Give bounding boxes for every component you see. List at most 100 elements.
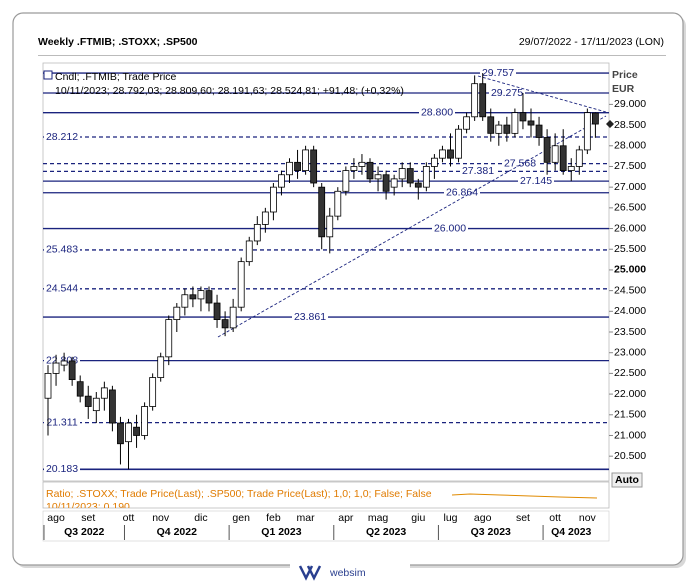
level-label: 20.183 bbox=[46, 463, 78, 475]
y-axis-unit: EUR bbox=[612, 83, 635, 95]
candle-body bbox=[125, 422, 132, 443]
candle-body bbox=[463, 116, 471, 130]
level-label: 27.381 bbox=[462, 165, 494, 177]
candle-body bbox=[173, 306, 181, 320]
y-tick-label: 25.500 bbox=[614, 243, 646, 255]
candle-body bbox=[149, 377, 157, 407]
candle-body bbox=[181, 294, 189, 308]
x-tick-label: set bbox=[81, 512, 95, 524]
level-label: 26.000 bbox=[434, 222, 466, 234]
x-axis bbox=[42, 510, 610, 542]
quarter-label: Q3 2023 bbox=[471, 526, 511, 538]
candle-body bbox=[575, 149, 583, 167]
candle-body bbox=[567, 166, 575, 172]
lower-pane bbox=[42, 481, 610, 509]
candle-body bbox=[471, 83, 479, 118]
candle-body bbox=[390, 178, 398, 188]
candle-body bbox=[237, 261, 245, 308]
x-tick-label: dic bbox=[194, 512, 207, 524]
legend-icon bbox=[43, 70, 53, 80]
level-label-bg bbox=[460, 165, 496, 178]
candle-body bbox=[422, 166, 430, 188]
level-label: 25.483 bbox=[46, 244, 78, 256]
y-tick-label: 23.500 bbox=[614, 326, 646, 338]
x-tick-label: mar bbox=[297, 512, 316, 524]
x-tick-label: mag bbox=[368, 512, 389, 524]
candle-body bbox=[229, 306, 237, 329]
candle-body bbox=[326, 215, 334, 238]
candle-body bbox=[342, 170, 350, 192]
level-label-bg bbox=[489, 87, 525, 100]
candle-body bbox=[559, 145, 567, 172]
candle-body bbox=[221, 319, 229, 329]
y-tick-label: 27.000 bbox=[614, 181, 646, 193]
brand-icon bbox=[298, 565, 322, 581]
candle-body bbox=[455, 128, 462, 159]
candle-body bbox=[503, 124, 511, 134]
candle-body bbox=[350, 166, 358, 172]
lower-legend: Ratio; .STOXX; Trade Price(Last); .SP500… bbox=[46, 488, 432, 500]
candle-body bbox=[511, 112, 519, 134]
candle-body bbox=[479, 83, 487, 118]
level-label: 27.568 bbox=[504, 157, 536, 169]
candle-body bbox=[519, 112, 527, 122]
quarter-label: Q4 2022 bbox=[157, 526, 197, 538]
candle-body bbox=[366, 161, 374, 180]
candle-body bbox=[109, 389, 116, 424]
candle-body bbox=[487, 116, 495, 134]
candle-body bbox=[100, 387, 108, 399]
level-label-bg bbox=[419, 106, 455, 119]
level-label: 29.275 bbox=[491, 87, 523, 99]
level-label-bg bbox=[292, 311, 328, 324]
candle-body bbox=[117, 422, 124, 445]
level-label-bg bbox=[432, 222, 468, 235]
candle-body bbox=[197, 290, 205, 300]
lower-values: 10/11/2023; 0,190 bbox=[46, 501, 130, 513]
candle-body bbox=[382, 174, 390, 192]
level-label-bg bbox=[444, 186, 480, 199]
legend: Cndl; .FTMIB; Trade Price 10/11/2023; 28… bbox=[43, 70, 404, 97]
candle-body bbox=[269, 186, 277, 213]
trend-line bbox=[477, 75, 607, 113]
candle-body bbox=[414, 182, 422, 188]
candle-body bbox=[310, 149, 318, 184]
level-label: 28.212 bbox=[46, 131, 78, 143]
candle-body bbox=[430, 157, 438, 167]
x-tick-label: lug bbox=[443, 512, 457, 524]
candle-body bbox=[213, 302, 221, 320]
x-tick-label: giu bbox=[411, 512, 425, 524]
y-tick-label: 25.000 bbox=[614, 264, 646, 276]
level-label: 27.145 bbox=[520, 175, 552, 187]
legend-title: Cndl; .FTMIB; Trade Price bbox=[55, 71, 177, 83]
level-label: 26.864 bbox=[446, 187, 478, 199]
level-label: 24.544 bbox=[46, 283, 78, 295]
candle-body bbox=[447, 149, 454, 159]
candle-body bbox=[157, 356, 165, 378]
candle-body bbox=[592, 112, 599, 125]
candle-body bbox=[44, 372, 52, 399]
candle-body bbox=[302, 149, 310, 172]
y-tick-label: 26.500 bbox=[614, 202, 646, 214]
level-label-bg bbox=[44, 130, 80, 143]
level-label: 29.757 bbox=[482, 67, 514, 79]
candle-body bbox=[439, 149, 446, 159]
y-tick-label: 20.500 bbox=[614, 450, 646, 462]
y-tick-label: 28.000 bbox=[614, 140, 646, 152]
auto-button[interactable] bbox=[611, 472, 643, 488]
candle-body bbox=[551, 145, 559, 163]
auto-button-label[interactable]: Auto bbox=[615, 474, 639, 486]
level-label-bg bbox=[518, 175, 554, 188]
level-label: 21.311 bbox=[46, 416, 77, 428]
level-label-bg bbox=[44, 243, 80, 256]
x-tick-label: apr bbox=[338, 512, 354, 524]
candle-body bbox=[358, 161, 366, 167]
y-tick-label: 28.500 bbox=[614, 119, 646, 131]
y-tick-label: 27.500 bbox=[614, 160, 646, 172]
y-tick-label: 21.000 bbox=[614, 429, 646, 441]
candle-body bbox=[374, 174, 382, 180]
x-tick-label: set bbox=[516, 512, 530, 524]
candle-body bbox=[84, 395, 92, 407]
candle-body bbox=[68, 360, 76, 381]
candle-body bbox=[261, 211, 269, 225]
x-tick-label: ott bbox=[549, 512, 561, 524]
